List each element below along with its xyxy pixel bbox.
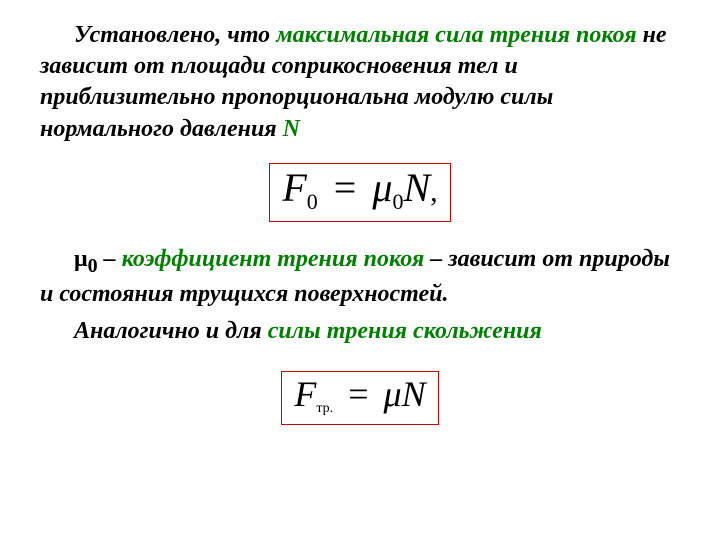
formula-1-wrap: F0 = μ0N, (40, 163, 680, 222)
formula-2-wrap: Fтр. = μN (40, 371, 680, 425)
para3-lead: Аналогично и для (74, 318, 268, 344)
paragraph-3: Аналогично и для силы трения скольжения (40, 316, 680, 347)
para3-highlight: силы трения скольжения (268, 318, 542, 344)
f1-F-sub: 0 (307, 189, 318, 214)
f1-mu: μ (372, 165, 392, 210)
f1-comma: , (430, 175, 438, 208)
para2-mu-sub: 0 (88, 255, 98, 277)
f1-mu-sub: 0 (392, 189, 403, 214)
f2-eq: = (348, 374, 368, 414)
f2-F: F (294, 374, 316, 414)
formula-2: Fтр. = μN (281, 371, 438, 425)
formula-1: F0 = μ0N, (269, 163, 450, 222)
slide-content: Установлено, что максимальная сила трени… (0, 0, 720, 467)
paragraph-2: μ0 – коэффициент трения покоя – зависит … (40, 244, 680, 310)
para1-lead: Установлено, что (74, 22, 276, 48)
para2-dash: – (98, 246, 122, 272)
para1-highlight-1: максимальная сила трения покоя (276, 22, 636, 48)
f2-N: N (402, 374, 426, 414)
f1-F: F (282, 165, 306, 210)
para2-highlight: коэффициент трения покоя (122, 246, 425, 272)
para2-mu: μ (74, 246, 88, 272)
paragraph-1: Установлено, что максимальная сила трени… (40, 20, 680, 145)
para1-highlight-2: N (283, 116, 300, 142)
f2-mu: μ (384, 374, 402, 414)
f1-N: N (403, 165, 430, 210)
f2-F-sub: тр. (316, 401, 333, 416)
f1-eq: = (334, 165, 357, 210)
